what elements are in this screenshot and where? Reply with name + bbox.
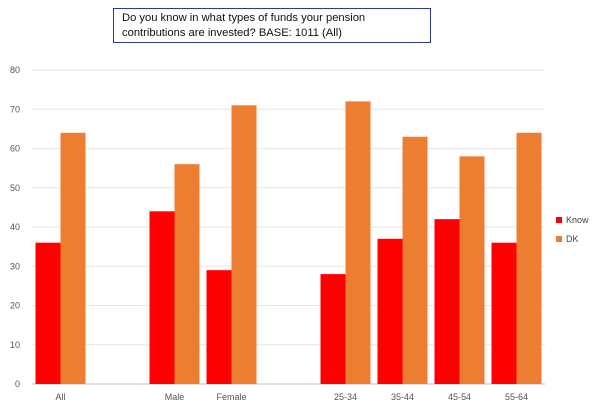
y-tick-label: 70 (10, 104, 20, 114)
y-tick-label: 10 (10, 340, 20, 350)
bar-dk-55-64 (516, 132, 542, 384)
x-tick-label: 35-44 (391, 392, 414, 402)
bar-dk-25-34 (345, 101, 371, 385)
bars (35, 101, 542, 385)
x-tick-label: Female (216, 392, 246, 402)
y-tick-label: 20 (10, 301, 20, 311)
bar-know-All (35, 242, 61, 384)
y-tick-label: 50 (10, 183, 20, 193)
bar-know-25-34 (320, 274, 346, 384)
y-axis: 0 10 20 30 40 50 60 70 80 (10, 65, 20, 389)
bar-know-45-54 (434, 219, 460, 384)
legend: Know DK (556, 215, 589, 244)
legend-swatch-dk (556, 236, 562, 242)
legend-label-dk: DK (566, 234, 579, 244)
x-tick-label: Male (165, 392, 185, 402)
legend-label-know: Know (566, 215, 589, 225)
x-tick-label: 55-64 (505, 392, 528, 402)
y-tick-label: 60 (10, 144, 20, 154)
legend-swatch-know (556, 217, 562, 223)
chart-title-line-2: contributions are invested? BASE: 1011 (… (122, 27, 342, 39)
bar-dk-35-44 (402, 136, 428, 384)
bar-dk-All (60, 132, 86, 384)
bar-know-Male (149, 211, 175, 384)
bar-know-Female (206, 270, 232, 384)
x-tick-label: All (55, 392, 65, 402)
bar-know-35-44 (377, 238, 403, 384)
bar-dk-45-54 (459, 156, 485, 384)
y-tick-label: 0 (15, 379, 20, 389)
x-axis: All Male Female 25-34 35-44 45-54 55-64 (55, 392, 528, 402)
chart-title: Do you know in what types of funds your … (113, 8, 431, 43)
y-tick-label: 80 (10, 65, 20, 75)
bar-dk-Female (231, 105, 257, 384)
bar-know-55-64 (491, 242, 517, 384)
x-tick-label: 45-54 (448, 392, 471, 402)
y-tick-label: 30 (10, 261, 20, 271)
y-tick-label: 40 (10, 222, 20, 232)
chart-title-line-1: Do you know in what types of funds your … (122, 12, 366, 24)
x-tick-label: 25-34 (334, 392, 357, 402)
bar-dk-Male (174, 164, 200, 384)
